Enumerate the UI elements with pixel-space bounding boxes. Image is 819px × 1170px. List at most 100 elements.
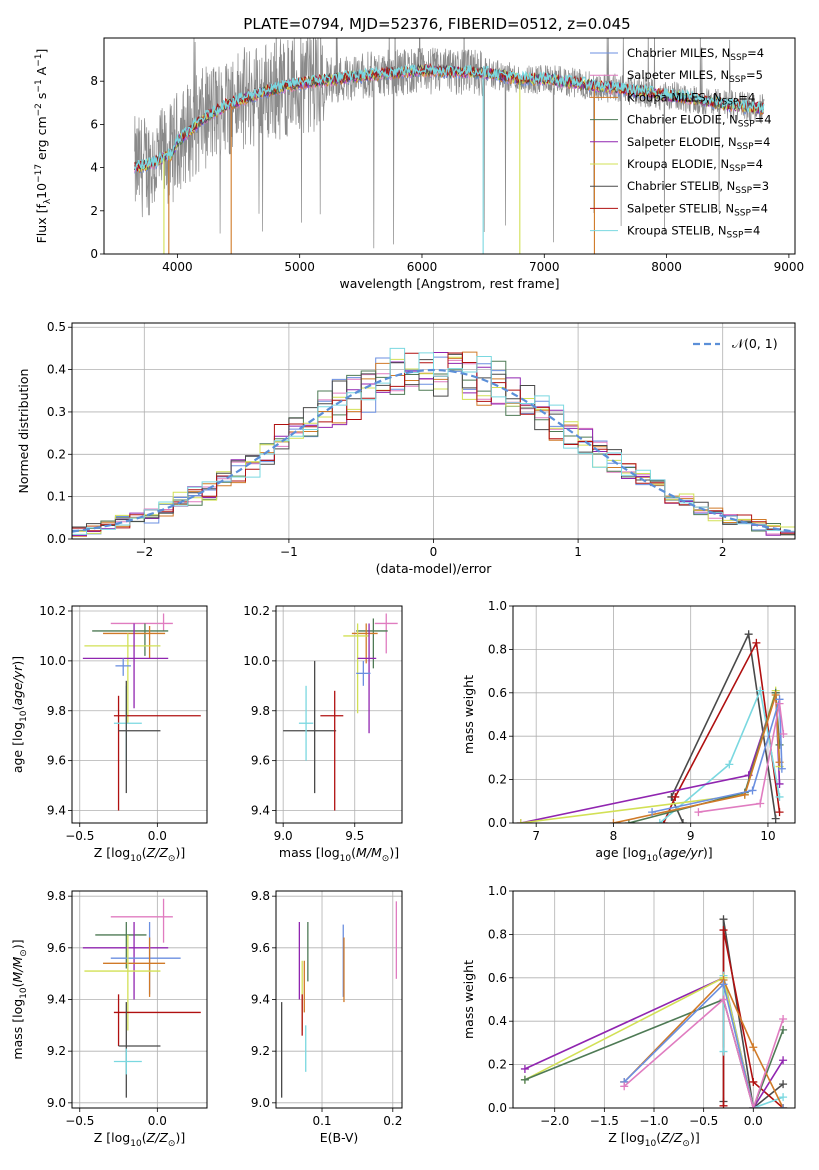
marker (719, 1047, 728, 1056)
axes-mass-vs-ebv: 0.1 0.2 9.0 9.2 9.4 9.6 9.8 E(B-V) (251, 889, 403, 1145)
plot-area (72, 347, 795, 539)
y-tick-label: 9.4 (47, 804, 66, 818)
series-chabrier-stelib (670, 631, 777, 823)
y-axis-label: age [log10(age/yr)] (10, 656, 29, 773)
legend: Chabrier MILES, NSSP=4 Salpeter MILES, NS… (590, 46, 772, 241)
marker (648, 808, 657, 817)
y-tick-label: 9.8 (47, 889, 66, 903)
y-tick-label: 1.0 (488, 884, 507, 898)
marker (779, 1080, 788, 1089)
legend-label: Salpeter MILES, NSSP=5 (627, 68, 763, 85)
marker (752, 638, 761, 647)
series-kroupa-stelib (659, 687, 781, 823)
series-kroupa-miles (623, 978, 784, 1108)
y-tick-label: 9.8 (251, 704, 270, 718)
axes-frame (71, 605, 208, 824)
marker (725, 760, 734, 769)
y-tick-label: 0.6 (488, 971, 507, 985)
y-axis-label: mass weight (461, 675, 476, 754)
x-tick-label: 0 (430, 545, 438, 559)
x-tick-label: −2.0 (540, 1114, 569, 1128)
marker (719, 926, 728, 935)
x-axis-label: Z [log10(Z/Z⊙)] (94, 845, 185, 864)
y-tick-label: 0.8 (488, 642, 507, 656)
y-tick-label: 9.0 (47, 1096, 66, 1110)
y-tick-label: 9.0 (251, 1096, 270, 1110)
axes-residuals: −2 −1 0 1 2 0.0 0.1 0.2 0.3 0.4 0.5 (data-model)/er… (16, 320, 796, 576)
plot-area (520, 915, 788, 1108)
y-tick-label: 0.0 (47, 532, 66, 546)
axes-frame (71, 322, 796, 540)
marker (779, 1104, 788, 1108)
y-tick-label: 0.1 (47, 490, 66, 504)
marker (775, 779, 784, 788)
x-axis-label: Z [log10(Z/Z⊙)] (608, 1130, 699, 1149)
x-axis-label: wavelength [Angstrom, rest frame] (339, 276, 559, 291)
x-tick-label: −1 (280, 545, 298, 559)
y-tick-label: 9.6 (251, 941, 270, 955)
x-axis-label: (data-model)/error (376, 561, 493, 576)
marker (779, 730, 788, 739)
legend-label: Chabrier ELODIE, NSSP=4 (627, 113, 772, 130)
marker (775, 808, 784, 817)
marker (719, 1101, 728, 1108)
y-tick-label: 0.2 (47, 447, 66, 461)
x-tick-label: 0.0 (148, 829, 167, 843)
y-tick-label: 0.8 (488, 927, 507, 941)
plot-area (82, 613, 201, 811)
gridlines (276, 606, 402, 823)
axes-frame (275, 890, 403, 1109)
y-tick-label: 0.4 (47, 363, 66, 377)
x-tick-label: 8000 (651, 260, 682, 274)
marker (520, 1075, 529, 1084)
marker (655, 819, 664, 823)
plot-area (82, 898, 201, 1098)
x-tick-label: 9.0 (274, 829, 293, 843)
marker (749, 1077, 758, 1086)
y-tick-label: 0.6 (488, 686, 507, 700)
x-tick-label: 7000 (529, 260, 560, 274)
y-tick-label: 9.6 (47, 754, 66, 768)
y-tick-label: 2 (90, 204, 98, 218)
y-tick-label: 9.8 (251, 889, 270, 903)
y-tick-label: 0.0 (488, 1101, 507, 1115)
marker (520, 1064, 529, 1073)
x-tick-label: 4000 (162, 260, 193, 274)
model-kroupa-stelib (134, 64, 765, 171)
marker (775, 740, 784, 749)
marker (719, 995, 728, 1004)
x-tick-label: −1.5 (590, 1114, 619, 1128)
y-tick-label: 9.8 (47, 704, 66, 718)
axes-frame (275, 605, 403, 824)
y-tick-label: 4 (90, 161, 98, 175)
y-tick-label: 10.0 (39, 654, 66, 668)
x-tick-label: −0.5 (65, 1114, 94, 1128)
x-tick-label: 6000 (407, 260, 438, 274)
x-tick-label: −1.0 (639, 1114, 668, 1128)
x-tick-label: −2 (135, 545, 153, 559)
y-tick-label: 9.4 (251, 804, 270, 818)
marker (719, 980, 728, 989)
y-axis-label: Flux [fλ10−17 erg cm−2 s−1 A−1] (34, 49, 53, 244)
gridlines (72, 606, 207, 823)
marker (771, 690, 780, 699)
axes-age-vs-Z: −0.5 0.0 9.4 9.6 9.8 10.0 10.2 Z [log10(Z/Z⊙)] a… (10, 604, 208, 864)
y-tick-label: 1.0 (488, 599, 507, 613)
y-tick-label: 0 (90, 247, 98, 261)
axes-weight-vs-age: 7 8 9 10 0.0 0.2 0.4 0.6 0.8 1.0 age [log10(age/yr… (461, 599, 796, 864)
x-tick-label: 0.0 (148, 1114, 167, 1128)
y-tick-label: 0.2 (488, 1058, 507, 1072)
gridlines (72, 891, 207, 1108)
gridlines (276, 891, 402, 1108)
marker (748, 786, 757, 795)
series-salpeter-miles (623, 998, 784, 1108)
axes-age-vs-mass: 9.0 9.5 9.4 9.6 9.8 10.0 10.2 mass [log10(M/M⊙)… (243, 604, 403, 864)
y-tick-label: 10.2 (243, 604, 270, 618)
legend-label: Salpeter ELODIE, NSSP=4 (627, 135, 770, 152)
legend-label: 𝒩(0, 1) (732, 336, 778, 351)
marker (779, 1093, 788, 1102)
x-axis-label: age [log10(age/yr)] (595, 845, 712, 864)
x-tick-label: −0.5 (689, 1114, 718, 1128)
marker (779, 1025, 788, 1034)
y-tick-label: 9.2 (251, 1044, 270, 1058)
